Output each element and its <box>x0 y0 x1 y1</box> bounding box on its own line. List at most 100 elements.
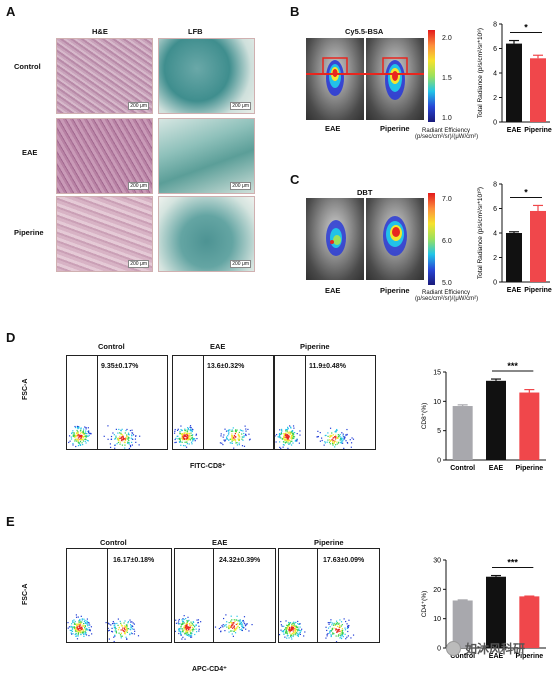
x-tick-label: Piperine <box>524 287 552 294</box>
y-tick-label: 30 <box>433 558 441 565</box>
y-axis-title: CD4⁺(%) <box>421 591 428 618</box>
flow-x-axis-e: APC-CD4⁺ <box>192 666 227 673</box>
panel-e-label: E <box>6 514 15 529</box>
y-tick-label: 4 <box>493 231 497 238</box>
flow-scatter <box>173 614 253 640</box>
flow-scatter <box>274 425 355 450</box>
ivis-image-piperine-b <box>366 38 424 120</box>
flow-scatter <box>68 425 141 451</box>
row-label-control: Control <box>14 62 41 71</box>
x-tick-label: Piperine <box>516 653 544 660</box>
scale-bar: 200 μm <box>230 182 251 190</box>
flow-y-axis-e: FSC-A <box>22 583 29 605</box>
x-tick-label: EAE <box>489 465 504 472</box>
scale-bar: 200 μm <box>128 182 149 190</box>
y-tick-label: 2 <box>493 255 497 262</box>
significance-marker: *** <box>507 361 518 371</box>
bar <box>530 58 546 122</box>
x-tick-label: Piperine <box>516 465 544 472</box>
histology-he-piperine: 200 μm <box>56 196 153 272</box>
y-tick-label: 2 <box>493 95 497 102</box>
scale-bar: 200 μm <box>128 102 149 110</box>
histology-lfb-eae: 200 μm <box>158 118 255 194</box>
roi-line-b <box>306 73 424 75</box>
flow-value: 9.35±0.17% <box>101 363 139 370</box>
imaging-title-c: DBT <box>357 188 373 197</box>
flow-value: 17.63±0.09% <box>323 557 365 564</box>
colorbar-b <box>428 30 435 122</box>
x-tick-label: Control <box>450 653 475 660</box>
image-label-piperine-b: Piperine <box>380 124 410 133</box>
scale-bar: 200 μm <box>128 260 149 268</box>
panel-a-label: A <box>6 4 16 19</box>
flow-scatter <box>278 618 355 643</box>
bar-chart-e: 0 10 20 30 CD4⁺(%) Control EAE Piperine *** <box>421 558 546 660</box>
flow-value: 16.17±0.18% <box>113 557 155 564</box>
bar <box>486 380 506 460</box>
y-tick-label: 0 <box>493 120 497 127</box>
col-header-he: H&E <box>92 27 108 36</box>
bar <box>486 576 506 648</box>
signal-overlay <box>326 220 346 256</box>
ivis-image-piperine-c <box>366 198 424 280</box>
flow-title-control-e: Control <box>100 538 127 547</box>
panel-c-label: C <box>290 172 300 187</box>
signal-overlay <box>382 57 408 100</box>
row-label-piperine: Piperine <box>14 228 44 237</box>
bar <box>519 596 540 648</box>
x-tick-label: Control <box>450 465 475 472</box>
y-tick-label: 15 <box>433 370 441 377</box>
x-tick-label: EAE <box>489 653 504 660</box>
x-tick-label: Piperine <box>524 127 552 134</box>
flow-title-piperine-e: Piperine <box>314 538 344 547</box>
y-tick-label: 6 <box>493 206 497 213</box>
signal-overlay <box>383 216 407 256</box>
x-tick-label: EAE <box>507 287 522 294</box>
flow-plot-piperine-d: 11.9±0.48% <box>274 355 376 450</box>
y-axis-title: Total Radiance (p/s/cm²/sr*10¹⁰) <box>476 187 484 279</box>
y-tick-label: 0 <box>493 280 497 287</box>
colorbar-c <box>428 193 435 285</box>
panel-b-label: B <box>290 4 300 19</box>
significance-marker: *** <box>507 558 518 568</box>
y-tick-label: 0 <box>437 458 441 465</box>
ivis-image-eae-b <box>306 38 364 120</box>
y-tick-label: 0 <box>437 646 441 653</box>
colorbar-tick: 2.0 <box>442 35 452 42</box>
colorbar-tick: 7.0 <box>442 196 452 203</box>
bar-chart-b: 0 2 4 6 8 Total Radiance (p/s/cm²/sr*10⁸) EAE P… <box>477 22 552 135</box>
y-axis-title: Total Radiance (p/s/cm²/sr*10⁸) <box>477 28 484 118</box>
y-tick-label: 20 <box>433 587 441 594</box>
flow-title-piperine-d: Piperine <box>300 342 330 351</box>
imaging-title-b: Cy5.5-BSA <box>345 27 384 36</box>
row-label-eae: EAE <box>22 148 38 157</box>
signal-overlay <box>322 57 348 96</box>
wechat-icon <box>446 641 461 656</box>
flow-x-axis-d: FITC-CD8⁺ <box>190 463 226 470</box>
flow-title-eae-e: EAE <box>212 538 228 547</box>
histology-he-control: 200 μm <box>56 38 153 114</box>
flow-plot-piperine-e: 17.63±0.09% <box>278 548 380 643</box>
bar <box>519 392 540 460</box>
flow-scatter <box>173 425 251 449</box>
scale-bar: 200 μm <box>230 260 251 268</box>
y-tick-label: 10 <box>433 616 441 623</box>
col-header-lfb: LFB <box>188 27 203 36</box>
y-tick-label: 4 <box>493 71 497 78</box>
flow-title-control-d: Control <box>98 342 125 351</box>
significance-marker: * <box>524 23 528 33</box>
histology-lfb-control: 200 μm <box>158 38 255 114</box>
histology-he-eae: 200 μm <box>56 118 153 194</box>
flow-title-eae-d: EAE <box>210 342 226 351</box>
colorbar-unit: Radiant Efficiency (p/sec/cm²/sr)/(μW/cm… <box>415 128 479 140</box>
y-tick-label: 8 <box>493 182 497 189</box>
y-tick-label: 5 <box>437 428 441 435</box>
flow-plot-control-e: 16.17±0.18% <box>66 548 172 643</box>
y-tick-label: 10 <box>433 399 441 406</box>
bar <box>530 210 546 282</box>
scale-bar: 200 μm <box>230 102 251 110</box>
colorbar-tick: 5.0 <box>442 280 452 287</box>
flow-plot-eae-e: 24.32±0.39% <box>173 548 276 643</box>
image-label-piperine-c: Piperine <box>380 286 410 295</box>
flow-y-axis-d: FSC-A <box>22 378 29 400</box>
